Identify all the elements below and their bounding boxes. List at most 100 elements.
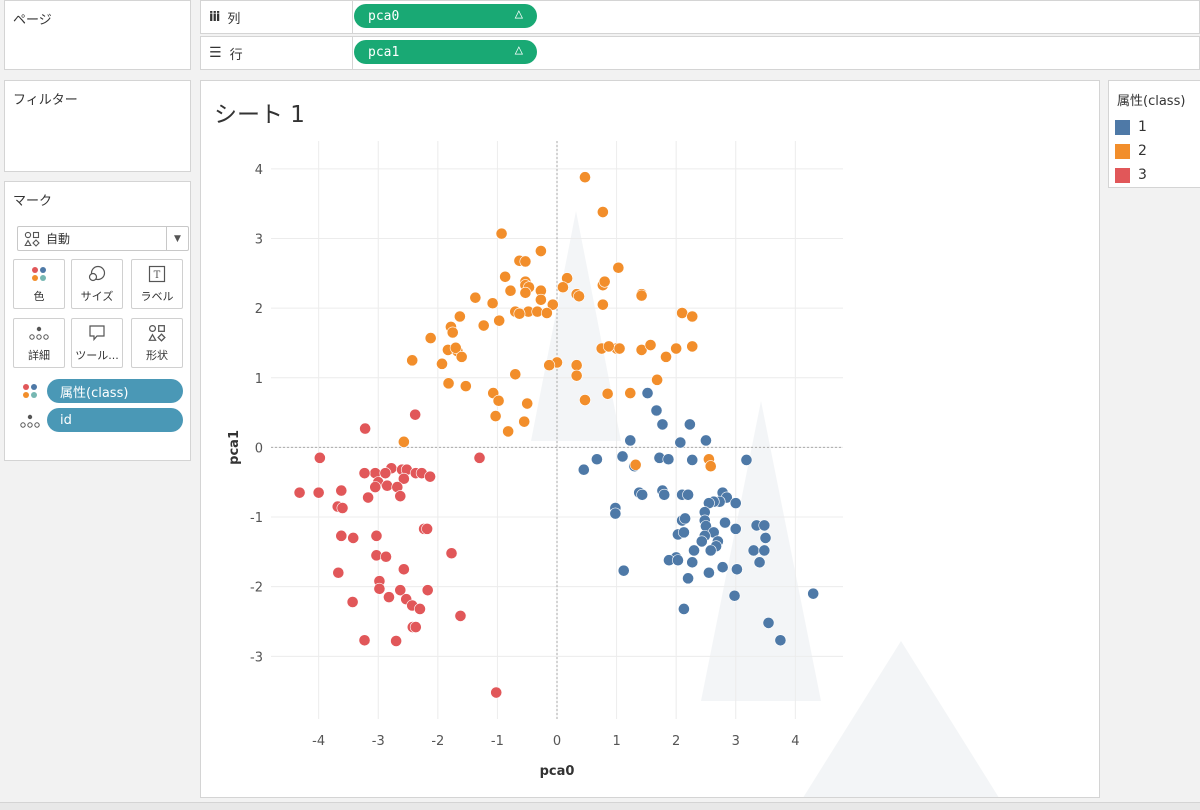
legend-item[interactable]: 2 — [1115, 143, 1147, 159]
data-point-class-1[interactable] — [591, 453, 603, 466]
data-point-class-1[interactable] — [729, 522, 742, 535]
data-point-class-1[interactable] — [703, 566, 715, 579]
data-point-class-3[interactable] — [373, 582, 386, 595]
data-point-class-1[interactable] — [686, 454, 699, 466]
data-point-class-3[interactable] — [369, 481, 382, 494]
data-point-class-1[interactable] — [686, 556, 699, 569]
data-point-class-3[interactable] — [445, 547, 458, 560]
data-point-class-3[interactable] — [359, 422, 372, 435]
data-point-class-2[interactable] — [493, 314, 506, 327]
data-point-class-2[interactable] — [459, 380, 472, 393]
data-point-class-1[interactable] — [577, 463, 590, 476]
data-point-class-3[interactable] — [346, 596, 359, 608]
data-point-class-2[interactable] — [660, 350, 672, 363]
data-point-class-2[interactable] — [504, 284, 517, 297]
mark-type-dropdown[interactable]: 自動 ▼ — [17, 226, 189, 251]
data-point-class-3[interactable] — [358, 634, 371, 647]
data-point-class-1[interactable] — [683, 418, 696, 431]
data-point-class-1[interactable] — [758, 519, 771, 532]
columns-shelf[interactable]: iii 列 pca0 △ — [200, 0, 1200, 34]
data-point-class-2[interactable] — [570, 369, 583, 382]
data-point-class-1[interactable] — [731, 563, 743, 576]
data-point-class-3[interactable] — [490, 686, 503, 699]
tooltip-button[interactable]: ツール... — [71, 318, 123, 368]
data-point-class-2[interactable] — [446, 326, 459, 339]
data-point-class-2[interactable] — [455, 350, 468, 363]
data-point-class-1[interactable] — [662, 453, 675, 466]
data-point-class-2[interactable] — [513, 307, 526, 320]
data-point-class-2[interactable] — [573, 290, 585, 303]
data-point-class-3[interactable] — [293, 486, 306, 499]
data-point-class-2[interactable] — [535, 293, 547, 306]
data-point-class-3[interactable] — [409, 621, 422, 633]
chevron-down-icon[interactable]: ▼ — [166, 227, 188, 250]
data-point-class-3[interactable] — [390, 635, 403, 647]
data-point-class-3[interactable] — [397, 563, 410, 576]
data-point-class-1[interactable] — [700, 434, 712, 447]
data-point-class-1[interactable] — [688, 544, 700, 557]
data-point-class-2[interactable] — [686, 340, 699, 353]
data-point-class-1[interactable] — [636, 488, 649, 501]
data-point-class-3[interactable] — [383, 591, 395, 604]
data-point-class-2[interactable] — [579, 171, 591, 184]
pages-panel[interactable]: ページ — [4, 0, 191, 70]
data-point-class-3[interactable] — [414, 603, 426, 615]
data-point-class-1[interactable] — [678, 603, 690, 615]
data-point-class-2[interactable] — [519, 286, 532, 299]
data-point-class-2[interactable] — [521, 397, 534, 410]
data-point-class-1[interactable] — [609, 507, 622, 520]
data-point-class-1[interactable] — [747, 544, 760, 557]
data-point-class-1[interactable] — [682, 572, 694, 585]
shape-button[interactable]: 形状 — [131, 318, 183, 368]
data-point-class-2[interactable] — [499, 270, 512, 283]
data-point-class-1[interactable] — [658, 488, 671, 501]
data-point-class-3[interactable] — [424, 470, 436, 483]
data-point-class-2[interactable] — [598, 275, 611, 288]
data-point-class-2[interactable] — [624, 387, 637, 399]
field-pill-id[interactable]: id — [47, 408, 183, 432]
data-point-class-1[interactable] — [624, 434, 637, 447]
data-point-class-3[interactable] — [409, 408, 422, 421]
data-point-class-1[interactable] — [679, 512, 692, 525]
color-button[interactable]: 色 — [13, 259, 65, 309]
data-point-class-2[interactable] — [495, 227, 508, 240]
data-point-class-3[interactable] — [313, 451, 326, 464]
data-point-class-3[interactable] — [394, 584, 407, 597]
data-point-class-2[interactable] — [686, 310, 699, 323]
data-point-class-1[interactable] — [616, 450, 629, 463]
scatter-chart[interactable]: -4 -3 -2 -1 0 1 2 3 4 -3 -2 -1 0 1 2 3 4 pca0 pca1 — [201, 81, 1099, 797]
data-point-class-2[interactable] — [613, 342, 626, 355]
data-point-class-2[interactable] — [570, 359, 583, 372]
data-point-class-1[interactable] — [674, 436, 687, 449]
data-point-class-1[interactable] — [758, 544, 771, 557]
data-point-class-2[interactable] — [596, 206, 609, 218]
size-button[interactable]: サイズ — [71, 259, 123, 309]
data-point-class-2[interactable] — [546, 298, 559, 311]
data-point-class-1[interactable] — [716, 561, 729, 574]
data-point-class-2[interactable] — [602, 340, 615, 353]
data-point-class-2[interactable] — [601, 387, 614, 400]
data-point-class-3[interactable] — [358, 467, 371, 480]
data-point-class-3[interactable] — [336, 502, 349, 514]
rows-shelf[interactable]: ☰ 行 pca1 △ — [200, 36, 1200, 70]
data-point-class-3[interactable] — [335, 484, 348, 497]
data-point-class-1[interactable] — [740, 454, 753, 466]
data-point-class-2[interactable] — [492, 394, 505, 407]
data-point-class-2[interactable] — [397, 435, 410, 448]
data-point-class-1[interactable] — [672, 554, 684, 567]
data-point-class-2[interactable] — [540, 307, 553, 319]
data-point-class-2[interactable] — [579, 394, 591, 406]
label-button[interactable]: T ラベル — [131, 259, 183, 309]
data-point-class-2[interactable] — [406, 354, 419, 367]
data-point-class-2[interactable] — [518, 415, 531, 428]
data-point-class-3[interactable] — [362, 491, 375, 504]
data-point-class-3[interactable] — [347, 532, 360, 544]
data-point-class-1[interactable] — [807, 587, 820, 600]
data-point-class-1[interactable] — [650, 404, 663, 417]
data-point-class-2[interactable] — [635, 344, 648, 356]
data-point-class-1[interactable] — [617, 564, 630, 577]
data-point-class-1[interactable] — [753, 556, 766, 569]
data-point-class-3[interactable] — [473, 451, 486, 464]
data-point-class-3[interactable] — [370, 529, 383, 542]
data-point-class-3[interactable] — [312, 486, 325, 499]
